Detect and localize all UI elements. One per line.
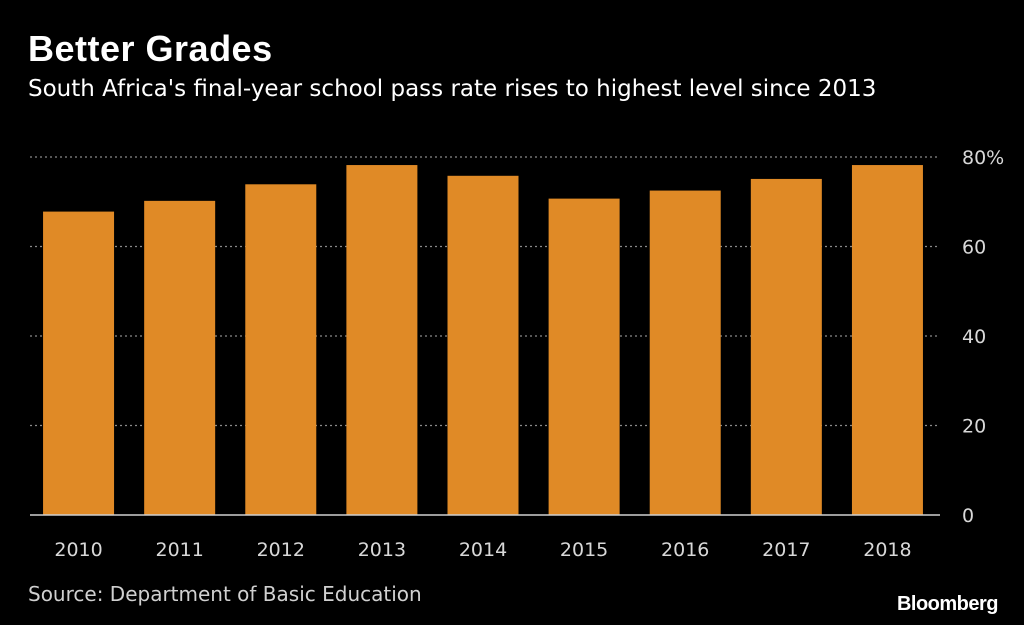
y-tick-label: 40 [962, 326, 986, 348]
bar-2015 [548, 198, 620, 515]
bloomberg-logo: Bloomberg [896, 593, 999, 615]
x-tick-label: 2016 [661, 539, 709, 561]
x-tick-label: 2010 [54, 539, 102, 561]
chart-subtitle: South Africa's final-year school pass ra… [28, 76, 877, 102]
bar-2016 [649, 190, 721, 515]
y-tick-label: 80% [962, 147, 1004, 169]
x-tick-label: 2013 [358, 539, 406, 561]
x-tick-label: 2017 [762, 539, 810, 561]
bar-2014 [447, 175, 519, 516]
x-tick-label: 2012 [257, 539, 305, 561]
x-tick-label: 2014 [459, 539, 507, 561]
chart-title: Better Grades [28, 28, 273, 69]
x-tick-label: 2018 [863, 539, 911, 561]
y-tick-label: 60 [962, 237, 986, 259]
bar-2010 [43, 211, 115, 515]
bar-2012 [245, 184, 317, 516]
bar-2011 [144, 200, 216, 516]
source-note: Source: Department of Basic Education [28, 582, 422, 606]
y-tick-label: 20 [962, 416, 986, 438]
bar-2017 [750, 178, 822, 516]
y-tick-label: 0 [962, 505, 974, 527]
x-tick-label: 2011 [155, 539, 203, 561]
bar-2013 [346, 165, 418, 515]
x-tick-label: 2015 [560, 539, 608, 561]
bar-2018 [851, 165, 923, 515]
